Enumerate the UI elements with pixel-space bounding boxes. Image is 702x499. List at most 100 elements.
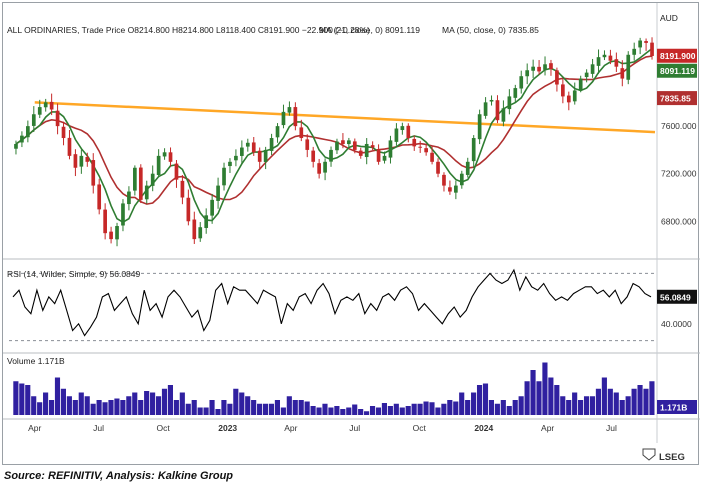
candle-body bbox=[305, 139, 310, 150]
lseg-logo: LSEG bbox=[659, 452, 685, 463]
candle-body bbox=[620, 68, 625, 79]
x-tick-label: Oct bbox=[157, 423, 171, 433]
candle-body bbox=[596, 57, 601, 66]
price-tick-label: 7600.000 bbox=[661, 121, 697, 131]
candle-body bbox=[263, 149, 268, 162]
volume-bar bbox=[304, 401, 310, 415]
volume-bar bbox=[524, 381, 530, 415]
candle-body bbox=[608, 55, 613, 61]
candle-body bbox=[566, 95, 571, 103]
instrument-header: ALL ORDINARIES, Trade Price O8214.800 H8… bbox=[7, 25, 370, 35]
volume-bar bbox=[150, 392, 156, 415]
candle-body bbox=[43, 102, 48, 108]
volume-bar bbox=[494, 403, 500, 415]
candle-body bbox=[329, 149, 333, 162]
volume-bar bbox=[257, 403, 263, 415]
volume-bar bbox=[215, 409, 221, 415]
candle-body bbox=[430, 152, 434, 162]
candle-body bbox=[632, 48, 637, 55]
volume-bar bbox=[286, 396, 292, 415]
candle-body bbox=[406, 125, 411, 139]
volume-bar bbox=[369, 406, 376, 415]
candle-body bbox=[67, 137, 72, 156]
volume-bar bbox=[114, 398, 120, 415]
source-caption: Source: REFINITIV, Analysis: Kalkine Gro… bbox=[4, 470, 234, 482]
volume-bar bbox=[60, 388, 66, 415]
volume-bar bbox=[447, 400, 453, 415]
volume-bar bbox=[554, 385, 560, 415]
volume-bar bbox=[488, 400, 494, 415]
volume-bar bbox=[54, 377, 61, 415]
volume-bar bbox=[536, 381, 542, 415]
volume-bar bbox=[120, 400, 126, 415]
volume-bar bbox=[298, 400, 304, 415]
chart-frame: 7600.000 7200.000 6800.000 8191.900 8091.119… bbox=[2, 2, 700, 466]
x-tick-label: 2023 bbox=[218, 423, 237, 433]
rsi-tick-label: 40.0000 bbox=[661, 319, 692, 329]
volume-bar bbox=[435, 407, 441, 415]
ma50-line bbox=[15, 55, 653, 205]
candle-body bbox=[590, 64, 595, 74]
candle-body bbox=[513, 88, 518, 98]
volume-bar bbox=[459, 392, 465, 415]
rsi-line bbox=[12, 268, 652, 337]
candle-body bbox=[299, 127, 304, 139]
volume-bar bbox=[37, 402, 43, 415]
volume-bar bbox=[518, 396, 524, 415]
candle-body bbox=[275, 126, 280, 138]
candle-body bbox=[204, 215, 209, 228]
volume-bar bbox=[316, 407, 322, 415]
candle-body bbox=[85, 157, 90, 162]
volume-bar bbox=[423, 401, 429, 415]
volume-bar bbox=[90, 403, 96, 415]
candle-body bbox=[572, 90, 577, 102]
volume-bar bbox=[138, 400, 144, 415]
x-tick-label: Apr bbox=[541, 423, 554, 433]
volume-bar bbox=[589, 396, 596, 415]
candle-body bbox=[549, 63, 553, 70]
volume-bar bbox=[441, 403, 447, 415]
candle-body bbox=[436, 161, 440, 174]
volume-bar bbox=[637, 385, 643, 415]
candle-body bbox=[364, 143, 369, 158]
volume-bar bbox=[72, 400, 78, 415]
volume-bar bbox=[13, 381, 19, 415]
candle-body bbox=[180, 180, 185, 198]
candle-body bbox=[115, 226, 119, 240]
candle-body bbox=[525, 70, 530, 77]
volume-bar bbox=[548, 377, 554, 415]
volume-bar bbox=[399, 407, 405, 415]
candle-body bbox=[162, 152, 167, 157]
volume-bar bbox=[471, 392, 477, 415]
x-tick-label: Jul bbox=[93, 423, 104, 433]
ma50-header: MA (50, close, 0) 7835.85 bbox=[442, 25, 539, 35]
candle-body bbox=[644, 41, 648, 43]
candle-body bbox=[281, 111, 286, 126]
candle-body bbox=[127, 191, 131, 205]
volume-bar bbox=[560, 396, 566, 415]
volume-bar bbox=[245, 396, 251, 415]
candle-body bbox=[20, 135, 24, 143]
volume-bar bbox=[209, 400, 215, 415]
candle-body bbox=[323, 161, 327, 173]
candle-body bbox=[448, 187, 452, 192]
volume-bar bbox=[161, 388, 168, 415]
candle-body bbox=[347, 140, 351, 145]
volume-bar bbox=[453, 401, 459, 415]
candle-body bbox=[519, 76, 524, 89]
candle-body bbox=[121, 203, 125, 226]
volume-bar bbox=[280, 407, 286, 415]
x-tick-label: Jul bbox=[606, 423, 617, 433]
volume-bar bbox=[126, 396, 132, 415]
volume-bar bbox=[102, 402, 108, 415]
candle-body bbox=[495, 100, 500, 121]
volume-bar bbox=[268, 403, 275, 415]
volume-bar bbox=[500, 400, 506, 415]
chart-canvas[interactable]: 7600.000 7200.000 6800.000 8191.900 8091.119… bbox=[3, 3, 700, 466]
candle-body bbox=[418, 146, 423, 148]
volume-bar bbox=[66, 396, 72, 415]
volume-bar bbox=[239, 392, 245, 415]
volume-bar bbox=[358, 409, 364, 415]
candle-body bbox=[483, 102, 488, 116]
candle-body bbox=[507, 96, 512, 110]
